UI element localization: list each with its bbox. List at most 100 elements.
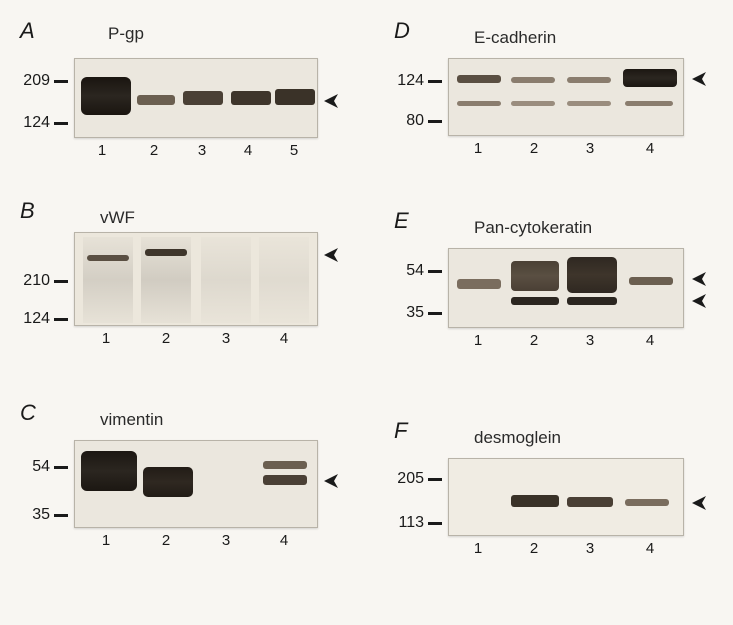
lane-label: 5 (284, 142, 304, 159)
tick-mark (54, 280, 68, 283)
band (623, 69, 677, 87)
mw-label: 124 (392, 72, 424, 90)
band (511, 495, 559, 507)
panel-a: A P-gp 209 124 1 2 3 4 5 (18, 18, 358, 168)
panel-title: desmoglein (474, 428, 561, 448)
band (87, 255, 129, 261)
mw-label: 35 (28, 506, 50, 524)
blot-image (448, 458, 684, 536)
band (567, 101, 611, 106)
panel-letter: E (394, 208, 409, 234)
panel-title: vWF (100, 208, 135, 228)
tick-mark (428, 478, 442, 481)
band (567, 257, 617, 293)
band (231, 91, 271, 105)
lane-label: 1 (96, 330, 116, 347)
lane-label: 2 (156, 330, 176, 347)
tick-mark (428, 270, 442, 273)
mw-label: 205 (392, 470, 424, 488)
band (263, 461, 307, 469)
panel-title: E-cadherin (474, 28, 556, 48)
mw-label: 54 (28, 458, 50, 476)
lane-label: 4 (274, 532, 294, 549)
lane-label: 4 (640, 140, 660, 157)
mw-label: 54 (402, 262, 424, 280)
tick-mark (54, 318, 68, 321)
lane-label: 1 (468, 540, 488, 557)
tick-mark (54, 466, 68, 469)
tick-mark (54, 514, 68, 517)
panel-title: Pan-cytokeratin (474, 218, 592, 238)
lane-label: 3 (192, 142, 212, 159)
panel-letter: F (394, 418, 407, 444)
lane-label: 3 (216, 330, 236, 347)
lane-label: 1 (468, 332, 488, 349)
mw-label: 209 (18, 72, 50, 90)
lane-label: 3 (580, 332, 600, 349)
mw-label: 35 (402, 304, 424, 322)
lane-smear (259, 237, 309, 323)
arrowhead-icon (688, 494, 708, 512)
panel-letter: D (394, 18, 410, 44)
band (567, 297, 617, 305)
band (137, 95, 175, 105)
lane-label: 2 (524, 540, 544, 557)
lane-label: 2 (524, 332, 544, 349)
band (625, 101, 673, 106)
arrowhead-icon (320, 92, 340, 110)
lane-label: 3 (216, 532, 236, 549)
panel-letter: C (20, 400, 36, 426)
blot-image (74, 440, 318, 528)
panel-f: F desmoglein 205 113 1 2 3 4 (392, 418, 722, 578)
lane-label: 2 (144, 142, 164, 159)
band (511, 101, 555, 106)
band (145, 249, 187, 256)
lane-label: 1 (96, 532, 116, 549)
lane-label: 4 (640, 332, 660, 349)
arrowhead-icon (688, 70, 708, 88)
panel-letter: A (20, 18, 35, 44)
mw-label: 113 (392, 514, 424, 532)
blot-image (74, 58, 318, 138)
blot-image (74, 232, 318, 326)
band (183, 91, 223, 105)
band (511, 297, 559, 305)
tick-mark (54, 122, 68, 125)
band (81, 77, 131, 115)
lane-label: 2 (156, 532, 176, 549)
mw-label: 124 (18, 310, 50, 328)
band (567, 77, 611, 83)
lane-label: 1 (92, 142, 112, 159)
lane-label: 3 (580, 140, 600, 157)
panel-e: E Pan-cytokeratin 54 35 1 2 3 4 (392, 208, 722, 370)
blot-image (448, 58, 684, 136)
band (567, 497, 613, 507)
panel-b: B vWF 210 124 1 2 3 4 (18, 198, 358, 358)
lane-label: 4 (640, 540, 660, 557)
lane-label: 2 (524, 140, 544, 157)
mw-label: 210 (18, 272, 50, 290)
band (625, 499, 669, 506)
lane-label: 1 (468, 140, 488, 157)
band (263, 475, 307, 485)
band (511, 77, 555, 83)
tick-mark (428, 522, 442, 525)
panel-c: C vimentin 54 35 1 2 3 4 (18, 400, 358, 570)
band (511, 261, 559, 291)
panel-letter: B (20, 198, 35, 224)
band (457, 75, 501, 83)
arrowhead-icon (688, 292, 708, 310)
tick-mark (428, 80, 442, 83)
panel-title: vimentin (100, 410, 163, 430)
band (275, 89, 315, 105)
mw-label: 80 (402, 112, 424, 130)
panel-title: P-gp (108, 24, 144, 44)
band (457, 279, 501, 289)
band (143, 467, 193, 497)
band (457, 101, 501, 106)
arrowhead-icon (320, 472, 340, 490)
band (629, 277, 673, 285)
mw-label: 124 (18, 114, 50, 132)
tick-mark (54, 80, 68, 83)
lane-smear (83, 237, 133, 323)
